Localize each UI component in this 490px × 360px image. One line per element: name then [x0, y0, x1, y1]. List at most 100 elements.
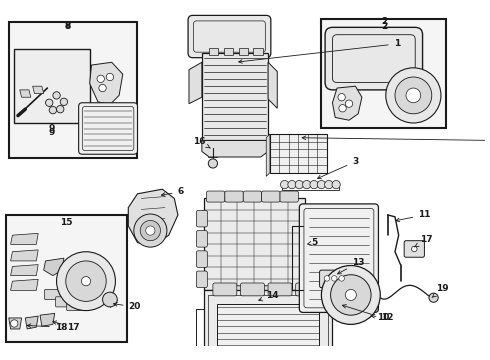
Circle shape	[325, 180, 333, 189]
Circle shape	[99, 84, 106, 92]
Circle shape	[302, 180, 311, 189]
Circle shape	[140, 220, 161, 241]
Polygon shape	[25, 316, 38, 329]
Circle shape	[339, 105, 346, 112]
Polygon shape	[268, 62, 277, 108]
Text: 1: 1	[239, 39, 400, 63]
Text: 3: 3	[318, 157, 359, 179]
Circle shape	[339, 276, 344, 281]
Circle shape	[295, 180, 303, 189]
Circle shape	[208, 159, 218, 168]
FancyBboxPatch shape	[319, 270, 349, 288]
FancyBboxPatch shape	[188, 15, 271, 58]
Text: 12: 12	[371, 314, 394, 323]
Circle shape	[60, 98, 68, 105]
Circle shape	[395, 77, 432, 114]
Circle shape	[345, 100, 353, 107]
Circle shape	[146, 226, 155, 235]
Circle shape	[429, 293, 438, 302]
Polygon shape	[33, 86, 44, 94]
Polygon shape	[245, 298, 262, 311]
Bar	[204, 291, 332, 360]
Polygon shape	[11, 279, 38, 291]
Bar	[6, 215, 127, 342]
Text: 17: 17	[53, 321, 79, 332]
Polygon shape	[90, 62, 123, 105]
Circle shape	[97, 75, 104, 82]
Bar	[239, 48, 248, 55]
Text: 8: 8	[65, 21, 71, 30]
Circle shape	[318, 180, 325, 189]
FancyBboxPatch shape	[78, 103, 138, 154]
FancyBboxPatch shape	[196, 230, 207, 247]
Circle shape	[288, 180, 296, 189]
Polygon shape	[332, 86, 362, 120]
Bar	[209, 48, 219, 55]
Polygon shape	[40, 313, 55, 326]
Circle shape	[332, 180, 340, 189]
Circle shape	[332, 276, 337, 281]
Text: 9: 9	[49, 128, 55, 137]
Polygon shape	[20, 90, 31, 97]
Text: 16: 16	[193, 137, 211, 148]
FancyBboxPatch shape	[220, 286, 289, 306]
FancyBboxPatch shape	[206, 191, 225, 202]
FancyBboxPatch shape	[262, 191, 280, 202]
Text: 2: 2	[381, 17, 387, 26]
Text: 17: 17	[415, 235, 433, 247]
Text: 18: 18	[27, 323, 68, 332]
FancyBboxPatch shape	[45, 289, 61, 300]
FancyBboxPatch shape	[301, 271, 312, 288]
Bar	[204, 198, 305, 291]
FancyBboxPatch shape	[196, 210, 207, 227]
Bar	[14, 49, 90, 123]
Text: 11: 11	[396, 211, 431, 222]
Circle shape	[46, 99, 53, 107]
Polygon shape	[11, 265, 38, 276]
Text: 6: 6	[161, 188, 184, 197]
FancyBboxPatch shape	[225, 191, 243, 202]
Polygon shape	[9, 318, 22, 329]
FancyBboxPatch shape	[301, 251, 312, 267]
Circle shape	[280, 180, 289, 189]
Circle shape	[56, 252, 116, 311]
Text: 2: 2	[381, 22, 387, 31]
Circle shape	[66, 261, 106, 301]
Text: 5: 5	[308, 238, 317, 247]
Bar	[270, 134, 327, 173]
Polygon shape	[128, 189, 178, 246]
Text: 20: 20	[114, 302, 141, 311]
Polygon shape	[44, 258, 64, 276]
Circle shape	[102, 292, 117, 307]
Text: 4: 4	[302, 136, 490, 145]
Polygon shape	[266, 134, 270, 176]
Circle shape	[106, 73, 114, 81]
Bar	[9, 22, 138, 158]
FancyBboxPatch shape	[280, 191, 298, 202]
Bar	[202, 53, 268, 140]
Circle shape	[134, 214, 167, 247]
FancyBboxPatch shape	[213, 283, 237, 296]
Text: 10: 10	[343, 305, 389, 323]
Bar	[218, 304, 318, 355]
Bar	[224, 48, 233, 55]
FancyBboxPatch shape	[299, 204, 378, 312]
Bar	[282, 182, 339, 190]
Polygon shape	[202, 140, 268, 157]
Circle shape	[56, 105, 64, 113]
Text: 19: 19	[432, 284, 449, 298]
FancyBboxPatch shape	[243, 191, 262, 202]
Circle shape	[324, 276, 330, 281]
Circle shape	[11, 320, 18, 327]
FancyBboxPatch shape	[196, 251, 207, 267]
FancyBboxPatch shape	[295, 283, 319, 296]
Circle shape	[81, 276, 91, 286]
Text: 13: 13	[338, 258, 365, 274]
FancyBboxPatch shape	[241, 283, 265, 296]
Circle shape	[331, 275, 371, 315]
FancyBboxPatch shape	[196, 271, 207, 288]
Text: 7: 7	[0, 359, 1, 360]
Circle shape	[338, 94, 345, 101]
Text: 8: 8	[65, 22, 71, 31]
Polygon shape	[11, 233, 38, 244]
